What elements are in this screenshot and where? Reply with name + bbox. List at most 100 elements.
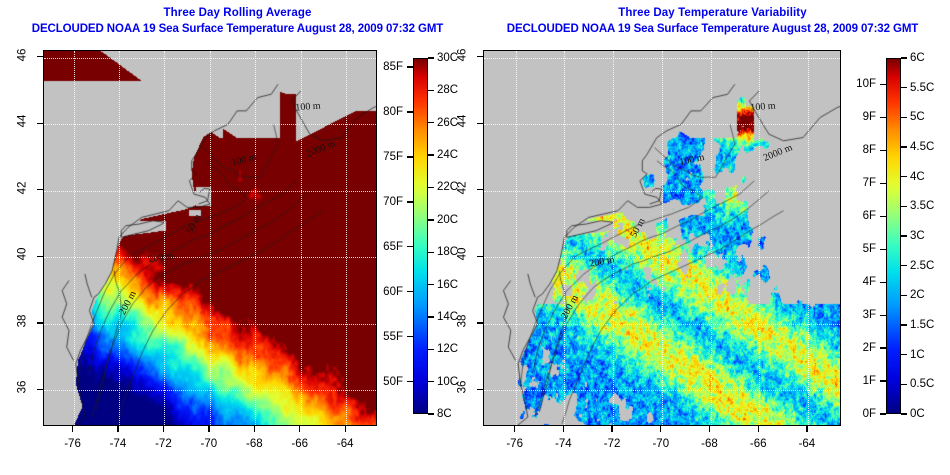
x-axis-tick — [117, 426, 119, 432]
y-axis-tick — [37, 388, 43, 391]
colorbar-label-celsius: 1.5C — [910, 319, 935, 331]
x-axis-tick-label: -68 — [701, 438, 718, 450]
colorbar-tick-celsius — [428, 219, 434, 221]
grid-line-vertical — [759, 51, 761, 425]
colorbar-tick-celsius — [901, 324, 907, 326]
y-axis-tick — [477, 388, 483, 391]
colorbar-tick-fahrenheit — [880, 149, 886, 151]
grid-line-horizontal — [484, 323, 840, 325]
variability-colorbar[interactable] — [886, 58, 901, 414]
x-axis-tick — [757, 426, 759, 432]
y-axis-tick — [37, 56, 43, 58]
colorbar-tick-celsius — [901, 294, 907, 297]
map-sst-average[interactable]: 50 m 100 m 100 m 200 m 200 m 2000 m — [43, 50, 377, 426]
x-axis-tick-label: -64 — [336, 438, 354, 450]
colorbar-label-fahrenheit: 6F — [862, 210, 876, 223]
grid-line-vertical — [255, 51, 257, 425]
colorbar-label-fahrenheit: 55F — [383, 330, 403, 343]
y-axis-tick — [37, 322, 43, 324]
y-axis-tick-label: 42 — [455, 181, 468, 195]
grid-line-horizontal — [484, 190, 840, 192]
colorbar-tick-fahrenheit — [407, 156, 413, 158]
sst-colorbar[interactable] — [413, 58, 428, 414]
colorbar-tick-celsius — [428, 251, 434, 253]
x-axis-tick — [208, 426, 210, 432]
grid-line-horizontal — [44, 323, 376, 325]
x-axis-tick-label: -72 — [603, 438, 621, 450]
x-axis-tick — [708, 426, 711, 432]
colorbar-label-celsius: 1C — [910, 348, 925, 361]
colorbar-label-fahrenheit: 3F — [862, 309, 876, 322]
colorbar-label-celsius: 3.5C — [910, 200, 935, 213]
grid-line-vertical — [613, 51, 615, 425]
grid-line-horizontal — [484, 124, 840, 126]
colorbar-tick-celsius — [901, 146, 907, 148]
y-axis-tick-label: 38 — [455, 314, 468, 328]
colorbar-label-fahrenheit: 2F — [862, 342, 876, 355]
y-axis-tick-label: 36 — [15, 380, 28, 394]
colorbar-tick-celsius — [901, 176, 907, 178]
x-axis-tick-label: -66 — [749, 438, 767, 450]
colorbar-tick-celsius — [428, 122, 434, 124]
x-axis-tick-label: -64 — [798, 438, 816, 450]
colorbar-label-celsius: 5C — [910, 111, 925, 124]
colorbar-label-celsius: 2.5C — [910, 259, 935, 272]
x-axis-tick-label: -74 — [555, 438, 572, 450]
x-axis-tick-label: -76 — [506, 438, 523, 450]
colorbar-tick-fahrenheit — [407, 201, 413, 203]
y-axis-tick — [37, 122, 43, 124]
left-title-sub: DECLOUDED NOAA 19 Sea Surface Temperatur… — [31, 22, 444, 35]
colorbar-tick-fahrenheit — [880, 413, 886, 415]
y-axis-tick — [37, 255, 43, 257]
map-sst-variability[interactable]: 50 m 100 m 100 m 200 m 200 m 2000 m — [483, 50, 841, 426]
colorbar-label-celsius: 0C — [910, 408, 925, 420]
colorbar-label-celsius: 16C — [437, 278, 459, 291]
y-axis-tick — [477, 322, 483, 324]
colorbar-tick-fahrenheit — [407, 381, 413, 383]
colorbar-label-celsius: 30C — [437, 52, 459, 64]
colorbar-tick-celsius — [428, 89, 434, 92]
colorbar-tick-celsius — [428, 57, 434, 59]
colorbar-label-fahrenheit: 70F — [383, 195, 403, 208]
colorbar-label-fahrenheit: 5F — [862, 243, 876, 256]
colorbar-label-fahrenheit: 80F — [383, 105, 403, 118]
colorbar-label-fahrenheit: 10F — [856, 78, 876, 91]
colorbar-label-celsius: 26C — [437, 116, 459, 129]
x-axis-tick-label: -76 — [64, 438, 81, 450]
colorbar-tick-fahrenheit — [407, 291, 413, 293]
colorbar-tick-celsius — [901, 265, 907, 267]
colorbar-label-fahrenheit: 9F — [862, 111, 876, 124]
grid-line-vertical — [515, 51, 517, 425]
colorbar-label-celsius: 8C — [437, 408, 452, 420]
colorbar-label-fahrenheit: 50F — [383, 375, 403, 388]
x-axis-tick — [806, 426, 808, 432]
y-axis-tick-label: 46 — [455, 48, 468, 62]
colorbar-label-celsius: 22C — [437, 181, 459, 194]
colorbar-label-fahrenheit: 85F — [383, 60, 403, 73]
colorbar-label-celsius: 28C — [437, 84, 459, 97]
y-axis-tick — [477, 56, 483, 58]
x-axis-tick — [253, 426, 255, 432]
colorbar-label-fahrenheit: 4F — [862, 276, 876, 289]
colorbar-label-celsius: 10C — [437, 375, 459, 388]
left-title-main: Three Day Rolling Average — [163, 7, 312, 19]
x-axis-tick-label: -70 — [652, 438, 670, 450]
grid-line-horizontal — [44, 190, 376, 192]
left-title-block: Three Day Rolling Average DECLOUDED NOAA… — [0, 6, 475, 37]
colorbar-label-celsius: 18C — [437, 246, 459, 259]
x-axis-tick — [71, 426, 74, 432]
y-axis-tick-label: 44 — [15, 114, 28, 128]
colorbar-label-celsius: 0.5C — [910, 378, 935, 391]
colorbar-label-celsius: 24C — [437, 149, 459, 162]
grid-line-horizontal — [44, 390, 376, 392]
right-title-block: Three Day Temperature Variability DECLOU… — [475, 6, 950, 37]
x-axis-tick-label: -68 — [245, 438, 263, 450]
colorbar-tick-fahrenheit — [880, 248, 886, 250]
colorbar-label-celsius: 2C — [910, 289, 925, 302]
grid-line-vertical — [119, 51, 120, 425]
colorbar-label-celsius: 4.5C — [910, 141, 935, 153]
colorbar-tick-fahrenheit — [880, 215, 886, 217]
x-axis-tick — [299, 426, 301, 432]
y-axis-tick-label: 36 — [455, 380, 468, 394]
